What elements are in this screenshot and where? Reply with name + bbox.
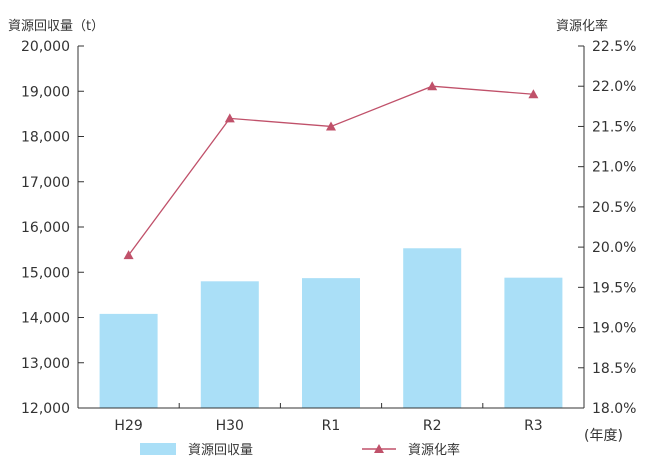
x-tick-label: R3 [524,418,543,434]
x-tick-label: R2 [423,418,442,434]
right-tick-label: 19.0% [592,321,636,337]
left-tick-label: 20,000 [21,39,70,55]
bar [200,281,259,408]
right-tick-label: 18.5% [592,361,636,377]
x-axis: H29 H30 R1 R2 R3 [114,403,543,434]
right-axis-ticks: 18.0% 18.5% 19.0% 19.5% 20.0% 20.5% 21.0% 21.5%… [578,39,636,417]
right-axis-title: 資源化率 [556,18,608,34]
left-tick-label: 15,000 [21,265,70,281]
x-tick-label: H30 [216,418,244,434]
right-tick-label: 22.0% [592,79,636,95]
legend-swatch-bar [140,443,176,455]
bar [403,248,462,408]
line-point [427,81,438,91]
line-point [123,250,134,260]
bar [99,313,158,408]
right-tick-label: 21.0% [592,160,636,176]
left-tick-label: 12,000 [21,401,70,417]
left-tick-label: 16,000 [21,220,70,236]
left-tick-label: 14,000 [21,311,70,327]
right-tick-label: 20.0% [592,240,636,256]
line-point [224,113,235,123]
right-tick-label: 20.5% [592,200,636,216]
line-point [528,89,539,99]
x-tick-label: R1 [322,418,341,434]
left-tick-label: 18,000 [21,130,70,146]
right-tick-label: 22.5% [592,39,636,55]
x-tick-label: H29 [114,418,142,434]
legend-marker-triangle [374,444,384,453]
bar [302,278,360,408]
left-tick-label: 13,000 [21,356,70,372]
bar [504,277,563,408]
rate-line [128,85,534,256]
line-series [123,81,539,260]
line-point [326,121,336,131]
legend-label-bar: 資源回収量 [188,443,253,457]
right-tick-label: 19.5% [592,280,636,296]
legend: 資源回収量 資源化率 [140,442,460,457]
bar-series [99,248,563,408]
left-tick-label: 19,000 [21,84,70,100]
right-tick-label: 21.5% [592,119,636,135]
legend-label-line: 資源化率 [408,442,460,457]
x-axis-unit: (年度) [584,428,623,444]
right-tick-label: 18.0% [592,401,636,417]
left-axis-ticks: 12,000 13,000 14,000 15,000 16,000 17,000 18,0… [21,39,84,417]
left-tick-label: 17,000 [21,175,70,191]
left-axis-title: 資源回収量（t） [8,19,104,34]
